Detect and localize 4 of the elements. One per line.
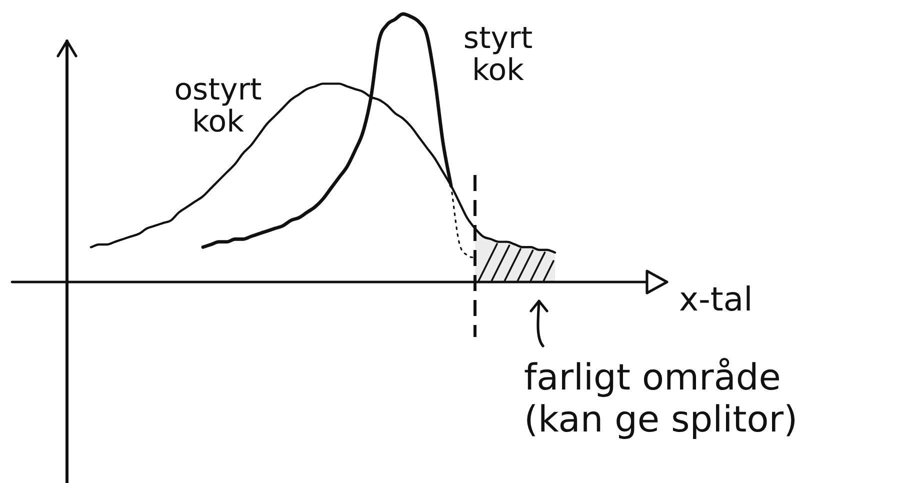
series-label: styrt kok — [463, 20, 533, 88]
series-label: ostyrt kok — [174, 72, 262, 140]
text: farligt område (kan ge splitor) — [524, 357, 798, 440]
x-axis-title: x-tal — [679, 280, 753, 319]
